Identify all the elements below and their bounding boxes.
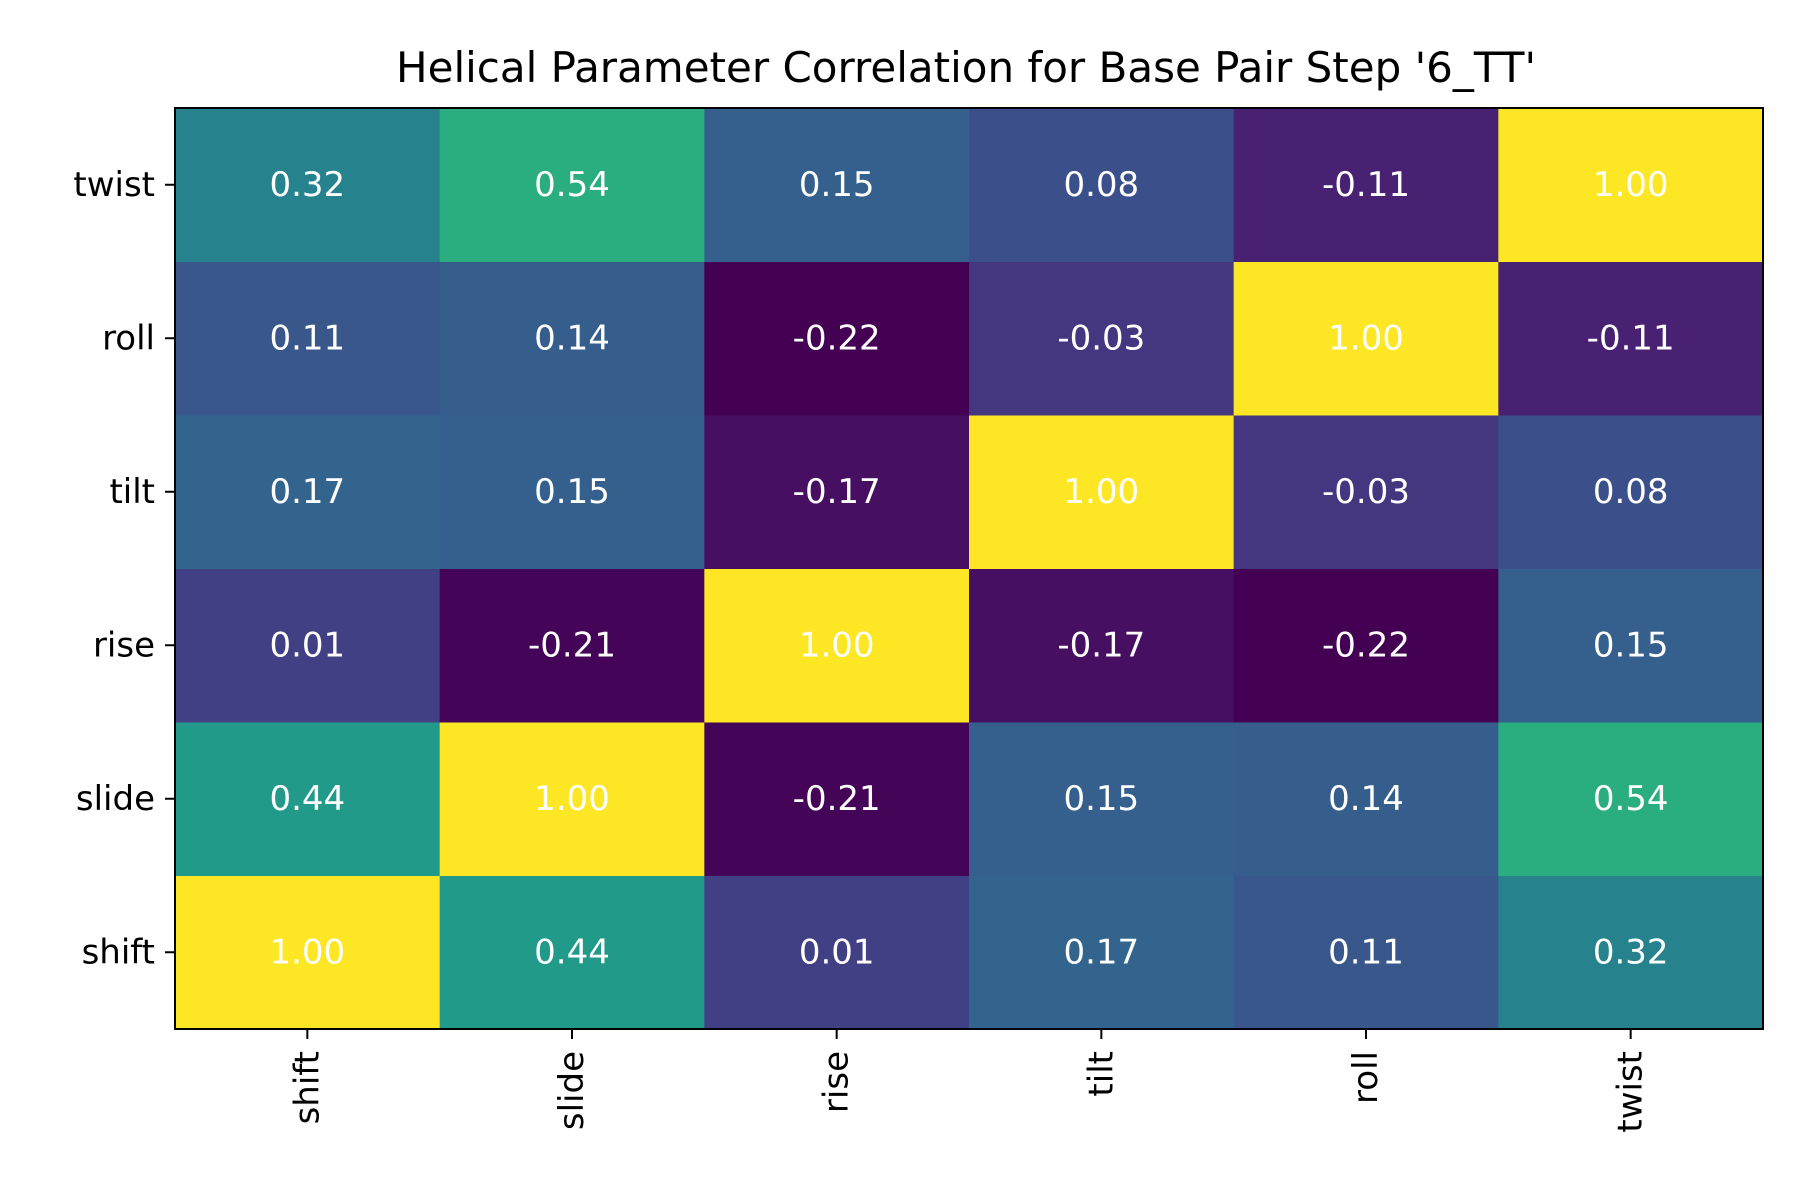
cell-value-label: -0.21 (528, 625, 616, 665)
heatmap-cell-rise-roll (1233, 568, 1499, 723)
cell-value-label: -0.03 (1322, 472, 1410, 512)
cell-value-label: -0.17 (793, 472, 881, 512)
cell-value-label: 0.14 (534, 318, 610, 358)
heatmap-cell-roll-rise (704, 261, 970, 416)
heatmap-cell-shift-shift (175, 875, 441, 1030)
cell-value-label: -0.11 (1587, 318, 1675, 358)
cell-value-label: 0.11 (1328, 932, 1404, 972)
cell-value-label: -0.22 (793, 318, 881, 358)
heatmap-cell-tilt-slide (439, 415, 705, 569)
cell-value-label: -0.22 (1322, 625, 1410, 665)
y-tick-label: tilt (109, 472, 155, 512)
cell-value-label: 0.14 (1328, 779, 1404, 819)
heatmap-cell-slide-twist (1498, 722, 1764, 876)
cell-value-label: 1.00 (534, 779, 610, 819)
y-tick-label: rise (93, 625, 155, 665)
cell-annotations: 1.00 0.44 0.01 0.17 0.11 0.32 0.44 1.00 -0.21 0.1… (269, 165, 1674, 973)
heatmap-cell-slide-shift (175, 722, 441, 876)
cell-value-label: 0.08 (1593, 472, 1669, 512)
cell-value-label: 1.00 (1328, 318, 1404, 358)
x-tick-label: rise (817, 1051, 857, 1113)
x-tick-label: slide (552, 1051, 592, 1130)
y-tick-label: roll (102, 318, 155, 358)
heatmap-cell-twist-slide (439, 108, 705, 262)
cell-value-label: 0.17 (269, 472, 345, 512)
y-tick-label: slide (76, 779, 155, 819)
heatmap-cell-rise-tilt (969, 568, 1235, 723)
cell-value-label: 0.44 (269, 779, 345, 819)
y-tick-label: twist (73, 165, 155, 205)
cell-value-label: 0.15 (1593, 625, 1669, 665)
plot-frame (174, 107, 1764, 1030)
cell-value-label: 0.01 (269, 625, 345, 665)
heatmap-cell-rise-rise (704, 568, 970, 723)
cell-value-label: -0.17 (1057, 625, 1145, 665)
heatmap-cell-rise-slide (439, 568, 705, 723)
chart-title: Helical Parameter Correlation for Base P… (396, 43, 1536, 92)
heatmap-cell-twist-tilt (969, 108, 1235, 262)
heatmap-cell-shift-twist (1498, 875, 1764, 1030)
x-tick-label: roll (1346, 1051, 1386, 1104)
heatmap-cell-shift-tilt (969, 875, 1235, 1030)
heatmap-cell-roll-twist (1498, 261, 1764, 416)
cell-value-label: -0.03 (1057, 318, 1145, 358)
heatmap-cell-rise-shift (175, 568, 441, 723)
heatmap-cell-twist-roll (1233, 108, 1499, 262)
heatmap-cell-rise-twist (1498, 568, 1764, 723)
heatmap-cell-tilt-tilt (969, 415, 1235, 569)
axes: shift slide rise tilt roll twist shift slide ris… (73, 165, 1650, 1133)
cell-value-label: 0.17 (1063, 932, 1139, 972)
heatmap-cell-slide-rise (704, 722, 970, 876)
heatmap-cell-tilt-twist (1498, 415, 1764, 569)
heatmap-cell-shift-slide (439, 875, 705, 1030)
heatmap-cell-roll-roll (1233, 261, 1499, 416)
heatmap-cell-roll-slide (439, 261, 705, 416)
heatmap-cell-slide-tilt (969, 722, 1235, 876)
heatmap-cell-twist-twist (1498, 108, 1764, 262)
cell-value-label: 1.00 (799, 625, 875, 665)
cell-value-label: 0.11 (269, 318, 345, 358)
cell-value-label: 0.44 (534, 932, 610, 972)
heatmap-cell-twist-shift (175, 108, 441, 262)
cell-value-label: 0.01 (799, 932, 875, 972)
heatmap-cell-slide-roll (1233, 722, 1499, 876)
heatmap-cell-slide-slide (439, 722, 705, 876)
cell-value-label: 1.00 (1063, 472, 1139, 512)
heatmap-cell-shift-rise (704, 875, 970, 1030)
heatmap-cell-roll-shift (175, 261, 441, 416)
x-tick-label: tilt (1081, 1051, 1121, 1097)
x-tick-label: twist (1611, 1051, 1651, 1133)
cell-value-label: 0.15 (799, 165, 875, 205)
heatmap-cell-tilt-shift (175, 415, 441, 569)
cell-value-label: 0.54 (534, 165, 610, 205)
cell-value-label: 0.15 (1063, 779, 1139, 819)
cell-value-label: 0.08 (1063, 165, 1139, 205)
cell-value-label: 0.32 (269, 165, 345, 205)
cell-value-label: 1.00 (269, 932, 345, 972)
heatmap-cells (175, 108, 1764, 1030)
cell-value-label: -0.11 (1322, 165, 1410, 205)
cell-value-label: 1.00 (1593, 165, 1669, 205)
cell-value-label: -0.21 (793, 779, 881, 819)
heatmap-cell-tilt-roll (1233, 415, 1499, 569)
heatmap-cell-twist-rise (704, 108, 970, 262)
cell-value-label: 0.32 (1593, 932, 1669, 972)
heatmap-cell-tilt-rise (704, 415, 970, 569)
heatmap-cell-roll-tilt (969, 261, 1235, 416)
x-tick-label: shift (287, 1051, 327, 1124)
y-tick-label: shift (82, 932, 155, 972)
heatmap-cell-shift-roll (1233, 875, 1499, 1030)
cell-value-label: 0.54 (1593, 779, 1669, 819)
cell-value-label: 0.15 (534, 472, 610, 512)
